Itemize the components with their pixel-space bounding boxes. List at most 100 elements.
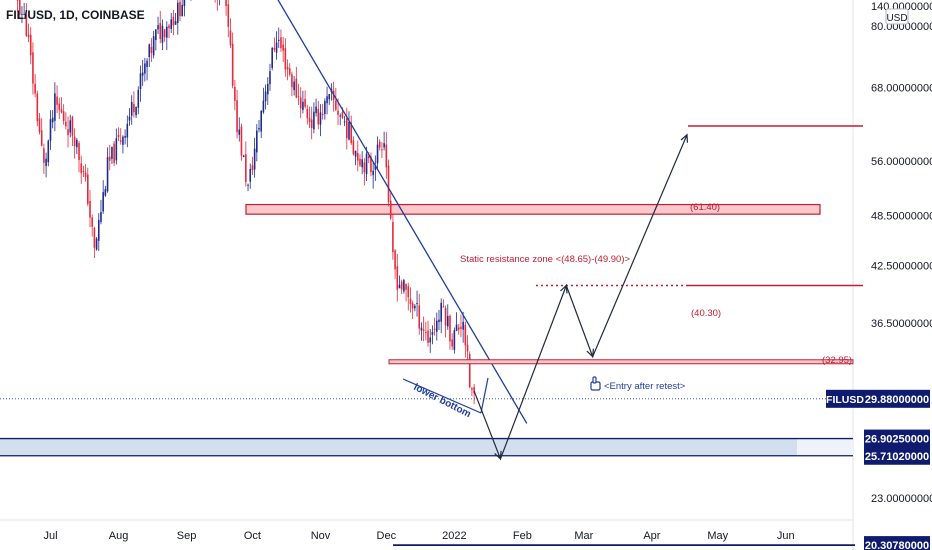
- candle-body: [385, 144, 388, 168]
- candle-body: [117, 134, 120, 138]
- candle: [234, 79, 236, 111]
- candle-body: [352, 140, 355, 155]
- candle-body: [264, 91, 267, 102]
- candle: [152, 30, 155, 59]
- candle: [128, 108, 131, 126]
- candle-body: [87, 174, 89, 204]
- candle-body: [146, 60, 148, 68]
- candle-body: [111, 146, 113, 159]
- level-badge-1-label: 26.90250000: [865, 434, 929, 446]
- candle: [82, 165, 85, 178]
- candle-body: [76, 139, 78, 148]
- candle: [396, 253, 399, 302]
- candle-body: [152, 36, 155, 56]
- candle: [381, 142, 383, 158]
- resistance-zone-label: Static resistance zone <(48.65)-(49.90)>: [460, 254, 630, 265]
- candle-body: [468, 354, 471, 388]
- candle: [442, 299, 445, 308]
- candle-body: [89, 200, 91, 218]
- candle-body: [297, 96, 300, 98]
- candle-body: [247, 184, 249, 186]
- candle: [155, 29, 157, 51]
- candle: [170, 13, 173, 33]
- candle-body: [34, 83, 36, 94]
- candle: [40, 118, 43, 147]
- candle: [284, 38, 287, 77]
- candle-body: [60, 109, 63, 113]
- candle: [54, 82, 56, 132]
- candle-body: [73, 136, 76, 147]
- candle: [51, 110, 54, 129]
- candle-body: [420, 327, 423, 331]
- candle: [306, 104, 309, 125]
- candle-body: [84, 172, 87, 178]
- candle: [34, 73, 36, 98]
- candle-body: [363, 162, 366, 173]
- candle-body: [350, 122, 352, 144]
- candle: [179, 0, 181, 22]
- candle-body: [381, 149, 383, 151]
- candle: [392, 214, 394, 260]
- time-axis-label: Jun: [777, 530, 795, 542]
- candle: [214, 0, 216, 3]
- candle-body: [367, 156, 370, 159]
- candle: [65, 112, 67, 130]
- currency-label: USD: [886, 13, 907, 24]
- candle: [247, 183, 249, 192]
- candle: [431, 325, 434, 345]
- candle-body: [383, 143, 385, 148]
- level-badge-2: [864, 446, 930, 465]
- candle: [471, 386, 473, 397]
- candle-body: [306, 109, 309, 119]
- candle: [23, 2, 25, 16]
- candle-body: [266, 83, 269, 95]
- projection-arrowhead: [586, 348, 595, 358]
- candle-body: [240, 126, 243, 156]
- candle: [16, 0, 19, 12]
- candle: [422, 316, 425, 342]
- candle: [27, 23, 30, 43]
- candle: [130, 95, 133, 125]
- candle-body: [97, 220, 100, 241]
- candle-body: [159, 23, 162, 40]
- candle: [387, 159, 390, 207]
- level-badge-1: [864, 429, 930, 448]
- candle: [372, 162, 374, 189]
- candle: [354, 150, 357, 166]
- chart-title: FIL/USD, 1D, COINBASE: [6, 8, 145, 22]
- candle-body: [418, 305, 421, 329]
- candle: [159, 10, 162, 44]
- candle-body: [71, 116, 74, 136]
- candle-body: [324, 101, 326, 115]
- candle-body: [122, 136, 124, 145]
- zones-layer: [0, 203, 853, 457]
- candle: [304, 90, 306, 109]
- target-low-level: [388, 359, 854, 365]
- candle-body: [29, 35, 32, 56]
- candle: [124, 129, 126, 145]
- candle-body: [411, 303, 414, 309]
- candle-body: [328, 94, 331, 100]
- candle: [219, 0, 220, 6]
- candle: [106, 147, 109, 193]
- candle-body: [258, 128, 260, 130]
- time-axis-label: Apr: [643, 530, 660, 542]
- candle-body: [282, 44, 284, 51]
- candle: [376, 136, 379, 171]
- candle: [328, 93, 331, 105]
- current-price-badge-label: 29.88000000: [865, 394, 929, 406]
- candle: [400, 279, 403, 295]
- candle-body: [313, 111, 315, 130]
- price-axis-label: 68.00000000: [871, 82, 932, 94]
- candle: [275, 31, 278, 60]
- candle-body: [95, 238, 98, 250]
- candle-body: [422, 329, 425, 331]
- candle-body: [18, 0, 21, 15]
- candle: [115, 128, 118, 165]
- candle-body: [433, 328, 436, 330]
- candle-body: [462, 321, 464, 330]
- entry-note-label: <Entry after retest>: [604, 381, 686, 392]
- candle-body: [80, 163, 83, 174]
- candle-body: [284, 48, 287, 70]
